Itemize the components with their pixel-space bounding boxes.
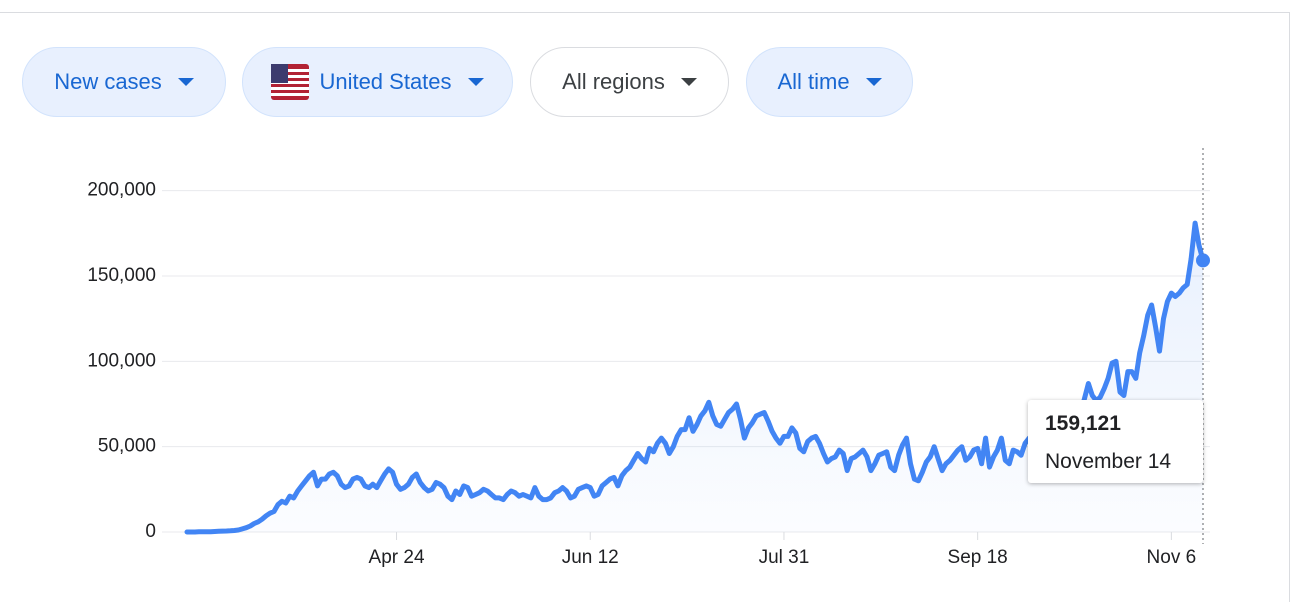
caret	[177, 78, 194, 86]
y-tick-label: 100,000	[87, 350, 156, 371]
tooltip: 159,121 November 14	[1028, 400, 1203, 483]
y-tick-label: 200,000	[87, 180, 156, 201]
x-tick-label: Jul 31	[759, 547, 810, 568]
tooltip-value: 159,121	[1045, 412, 1121, 435]
y-tick-label: 50,000	[98, 436, 156, 457]
chip-label: New cases	[54, 69, 162, 94]
flag-icon	[271, 64, 310, 100]
right-border	[1289, 12, 1290, 602]
caret	[865, 78, 882, 86]
y-tick-label: 0	[145, 521, 156, 542]
chip-label: United States	[319, 69, 452, 94]
x-tick-label: Jun 12	[562, 547, 619, 568]
chip-label: All time	[777, 69, 850, 94]
line	[184, 220, 1206, 535]
caret	[467, 78, 484, 86]
top-border	[0, 12, 1290, 13]
x-tick-label: Sep 18	[948, 547, 1008, 568]
filter-chip[interactable]: United States	[242, 47, 513, 117]
filter-chip[interactable]: All time	[746, 47, 913, 117]
x-tick-label: Apr 24	[369, 547, 425, 568]
x-tick-label: Nov 6	[1147, 547, 1197, 568]
y-tick-label: 150,000	[87, 265, 156, 286]
filter-chip[interactable]: All regions	[530, 47, 729, 117]
tooltip-date: November 14	[1045, 450, 1172, 473]
chip-label: All regions	[562, 69, 665, 94]
point	[1196, 253, 1210, 268]
caret	[680, 78, 697, 86]
area	[187, 223, 1203, 532]
filter-chip[interactable]: New cases	[22, 47, 226, 117]
